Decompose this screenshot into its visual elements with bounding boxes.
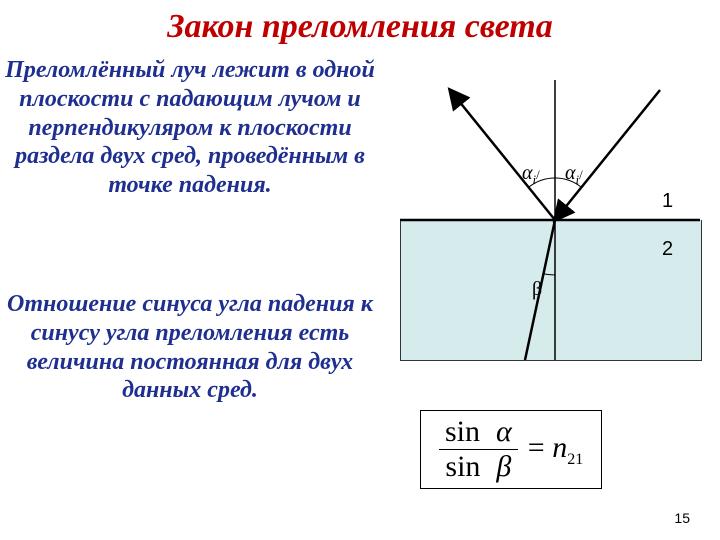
medium-1-label: 1 [662, 190, 673, 213]
refraction-diagram: αi/ αi/ β 1 2 [400, 70, 700, 360]
alpha-left-label: αi/ [522, 162, 540, 188]
page-title: Закон преломления света [0, 8, 720, 46]
law-part-1: Преломлённый луч лежит в одной плоскости… [0, 56, 380, 200]
diagram-svg [400, 70, 700, 360]
law-part-2: Отношение синуса угла падения к синусу у… [0, 290, 380, 405]
slide-number: 15 [674, 510, 690, 526]
medium-2-label: 2 [662, 238, 673, 261]
beta-label: β [532, 278, 542, 301]
snells-law-formula: sinα sinβ = n21 [420, 410, 602, 489]
alpha-right-label: αi/ [565, 162, 583, 188]
